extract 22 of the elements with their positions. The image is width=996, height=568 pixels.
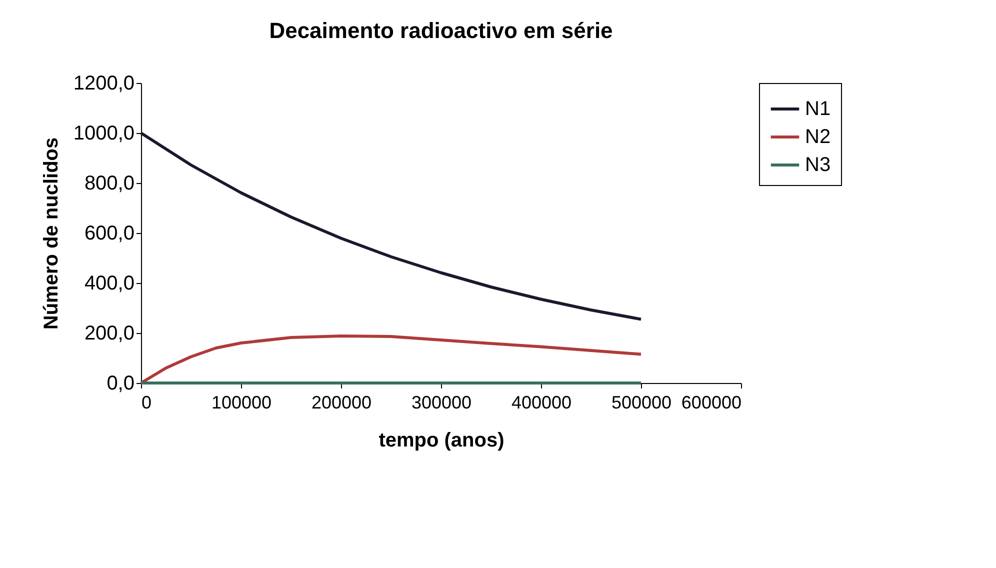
chart-title: Decaimento radioactivo em série — [269, 18, 613, 43]
x-tick-label: 100000 — [211, 392, 272, 412]
x-axis-title: tempo (anos) — [378, 430, 504, 452]
y-tick-label: 800,0 — [84, 172, 134, 194]
y-tick-label: 600,0 — [84, 222, 134, 244]
line-series — [140, 334, 642, 384]
x-tick-label: 300000 — [411, 392, 472, 412]
line-series — [140, 132, 642, 321]
y-tick-label: 400,0 — [84, 272, 134, 294]
y-tick-label: 1200,0 — [73, 72, 134, 94]
x-tick-label: 400000 — [511, 392, 572, 412]
legend-label: N1 — [805, 98, 831, 120]
y-tick-label: 0,0 — [106, 372, 134, 394]
x-tick-label: 0 — [142, 392, 152, 412]
x-tick-label: 600000 — [681, 392, 742, 412]
x-tick-label: 200000 — [311, 392, 372, 412]
y-tick-label: 1000,0 — [73, 122, 134, 144]
x-tick-label: 500000 — [611, 392, 672, 412]
y-tick-label: 200,0 — [84, 322, 134, 344]
legend-label: N2 — [805, 126, 831, 148]
y-axis-title: Número de nuclidos — [40, 137, 62, 330]
legend-label: N3 — [805, 154, 831, 176]
